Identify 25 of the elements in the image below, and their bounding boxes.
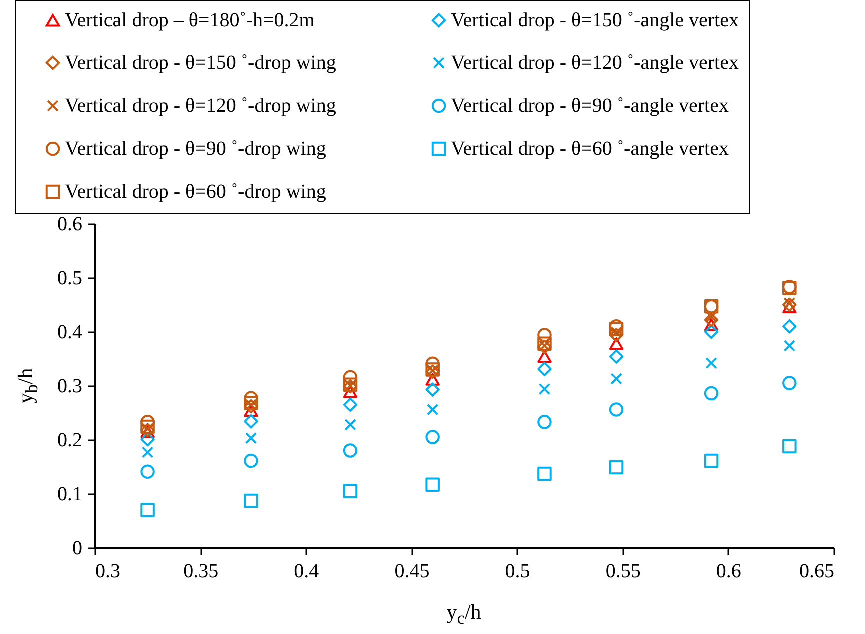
legend-label: Vertical drop - θ=150 ˚-drop wing [65, 52, 336, 74]
legend-label: Vertical drop – θ=180˚-h=0.2m [65, 10, 316, 32]
x-tick-label: 0.4 [294, 560, 320, 582]
y-tick-label: 0.3 [58, 376, 82, 398]
x-tick-label: 0.55 [606, 560, 641, 582]
legend-label: Vertical drop - θ=120 ˚-drop wing [65, 95, 336, 117]
y-tick-label: 0.6 [58, 214, 82, 236]
y-tick-label: 0.4 [58, 322, 82, 344]
legend-label: Vertical drop - θ=90 ˚-drop wing [65, 138, 326, 160]
legend-label: Vertical drop - θ=150 ˚-angle vertex [451, 9, 739, 32]
legend-label: Vertical drop - θ=120 ˚-angle vertex [451, 52, 739, 74]
x-tick-label: 0.3 [96, 560, 120, 582]
x-tick-label: 0.35 [184, 560, 219, 582]
y-tick-label: 0.1 [58, 484, 82, 506]
x-axis-title: y$_{c}$/h [446, 600, 482, 630]
y-tick-label: 0.5 [58, 268, 82, 290]
y-tick-label: 0 [72, 538, 82, 560]
y-tick-label: 0.2 [58, 430, 82, 452]
legend-label: Vertical drop - θ=60 ˚-drop wing [65, 181, 326, 203]
x-tick-label: 0.65 [800, 560, 834, 582]
x-tick-label: 0.45 [394, 560, 430, 582]
legend-label: Vertical drop - θ=90 ˚-angle vertex [451, 95, 729, 117]
legend-label: Vertical drop - θ=60 ˚-angle vertex [451, 138, 729, 160]
x-tick-label: 0.5 [505, 560, 530, 582]
x-tick-label: 0.6 [716, 560, 742, 582]
